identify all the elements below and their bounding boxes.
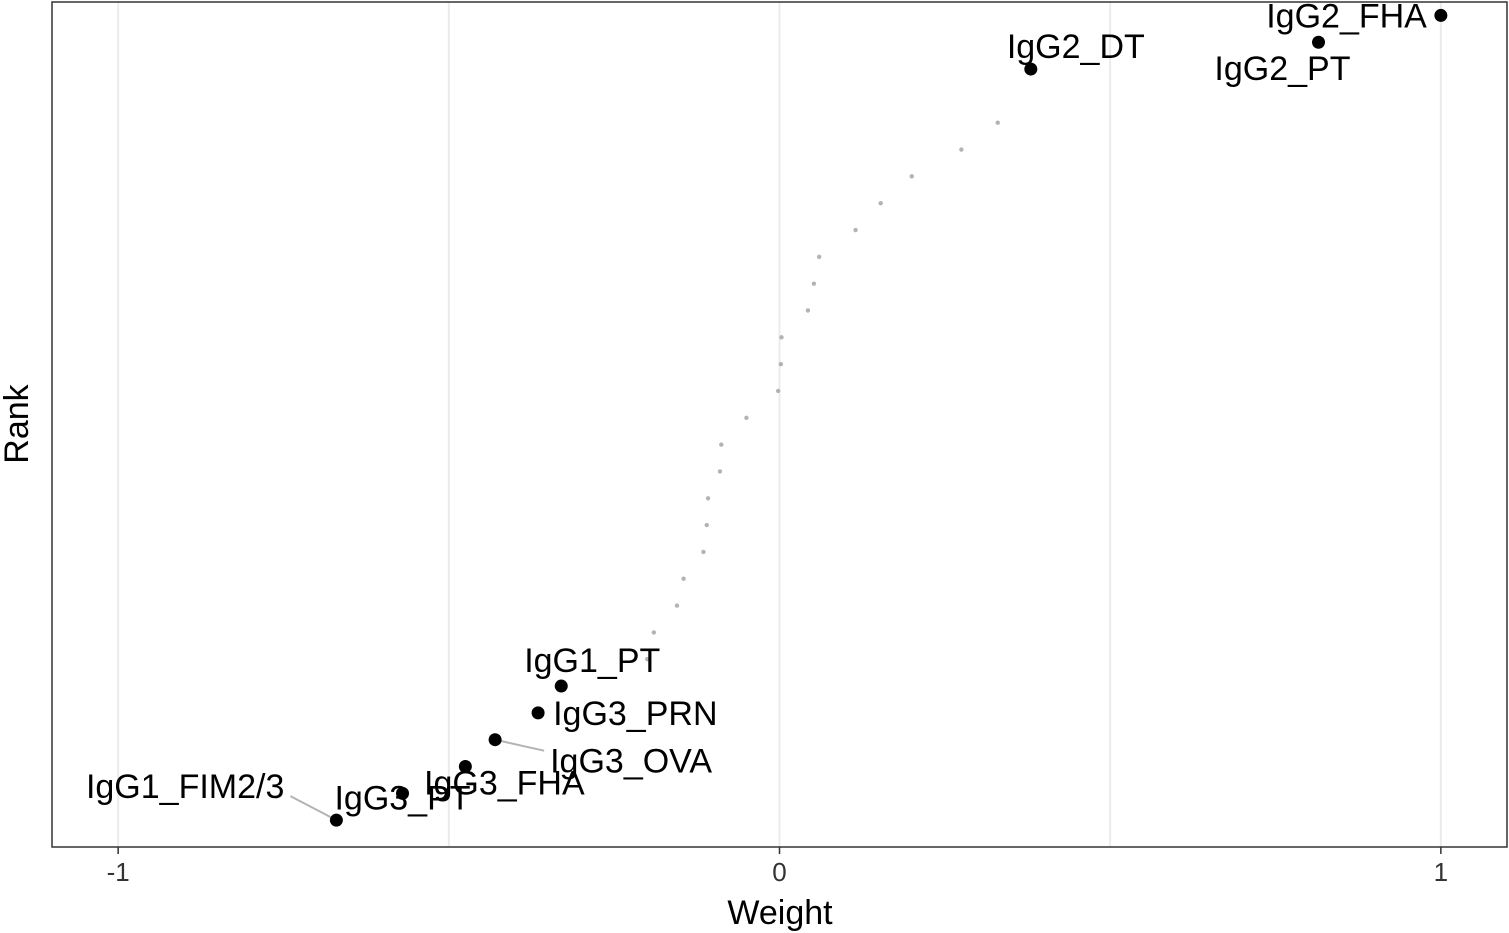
background-point xyxy=(959,147,964,152)
background-point xyxy=(778,361,784,367)
point-label: IgG3_PT xyxy=(334,779,470,817)
background-point xyxy=(645,657,650,662)
background-point xyxy=(719,442,724,447)
point-label: IgG1_FIM2/3 xyxy=(86,768,284,806)
x-axis-title: Weight xyxy=(727,894,833,932)
x-tick-label: 1 xyxy=(1434,857,1448,887)
background-point xyxy=(717,469,723,474)
background-point xyxy=(779,335,784,340)
background-point xyxy=(674,603,680,608)
background-point xyxy=(704,522,709,528)
highlighted-point xyxy=(1024,62,1038,76)
background-point xyxy=(853,227,858,233)
highlighted-point xyxy=(1312,35,1326,49)
background-point xyxy=(701,549,706,555)
x-axis-ticks: -1 0 1 xyxy=(107,847,1448,887)
background-point xyxy=(878,200,883,206)
background-point xyxy=(744,415,749,420)
y-axis-title: Rank xyxy=(0,383,36,463)
background-point xyxy=(995,120,1000,125)
x-tick-label: 0 xyxy=(772,857,786,887)
grid-lines xyxy=(117,2,1442,847)
point-label: IgG1_PT xyxy=(524,642,660,680)
background-point xyxy=(775,388,781,394)
background-points xyxy=(645,120,1000,662)
background-point xyxy=(909,174,914,179)
background-point xyxy=(805,308,811,313)
highlighted-point xyxy=(554,679,568,693)
background-point xyxy=(681,576,686,581)
highlighted-point xyxy=(1434,8,1448,22)
highlighted-point xyxy=(396,786,410,800)
leader-line xyxy=(289,795,337,822)
background-point xyxy=(811,281,817,286)
highlighted-point xyxy=(531,706,545,720)
point-label: IgG3_OVA xyxy=(550,743,712,781)
leader-line xyxy=(494,738,545,752)
point-label: IgG2_DT xyxy=(1007,28,1145,66)
highlighted-points xyxy=(329,8,1448,827)
background-point xyxy=(816,254,822,260)
point-label: IgG3_PRN xyxy=(553,695,717,733)
background-point xyxy=(651,630,657,635)
highlighted-point xyxy=(329,813,343,827)
point-label: IgG2_FHA xyxy=(1266,0,1427,35)
highlighted-point xyxy=(488,733,502,747)
background-point xyxy=(705,496,711,501)
label-leader-lines xyxy=(289,738,545,822)
point-label: IgG2_PT xyxy=(1214,50,1350,88)
highlighted-point xyxy=(458,760,472,774)
x-tick-label: -1 xyxy=(107,857,130,887)
point-label: IgG3_FHA xyxy=(424,765,585,803)
